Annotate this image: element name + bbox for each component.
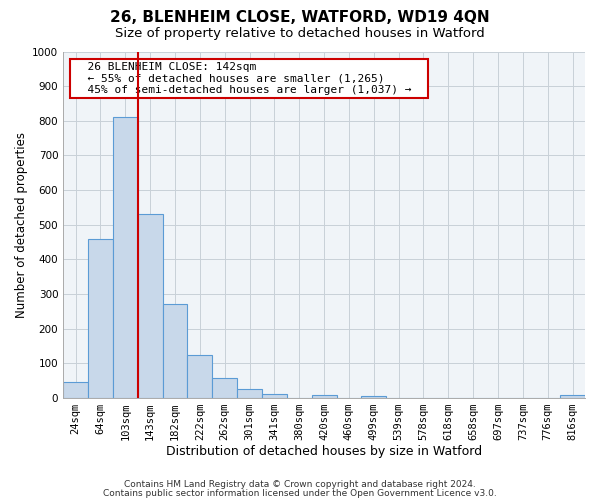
Bar (262, 394, 287, 398)
Bar (311, 395, 337, 398)
Bar (63, 382, 88, 398)
Bar (88, 238, 113, 398)
Text: Contains HM Land Registry data © Crown copyright and database right 2024.: Contains HM Land Registry data © Crown c… (124, 480, 476, 489)
Text: 26, BLENHEIM CLOSE, WATFORD, WD19 4QN: 26, BLENHEIM CLOSE, WATFORD, WD19 4QN (110, 10, 490, 25)
Bar (138, 214, 163, 398)
X-axis label: Distribution of detached houses by size in Watford: Distribution of detached houses by size … (166, 444, 482, 458)
Bar (237, 390, 262, 398)
Text: Contains public sector information licensed under the Open Government Licence v3: Contains public sector information licen… (103, 488, 497, 498)
Bar (187, 354, 212, 398)
Bar (163, 304, 187, 398)
Bar (560, 394, 585, 398)
Bar (361, 396, 386, 398)
Text: 26 BLENHEIM CLOSE: 142sqm
  ← 55% of detached houses are smaller (1,265)
  45% o: 26 BLENHEIM CLOSE: 142sqm ← 55% of detac… (74, 62, 425, 95)
Bar (212, 378, 237, 398)
Y-axis label: Number of detached properties: Number of detached properties (15, 132, 28, 318)
Bar (113, 118, 138, 398)
Text: Size of property relative to detached houses in Watford: Size of property relative to detached ho… (115, 28, 485, 40)
